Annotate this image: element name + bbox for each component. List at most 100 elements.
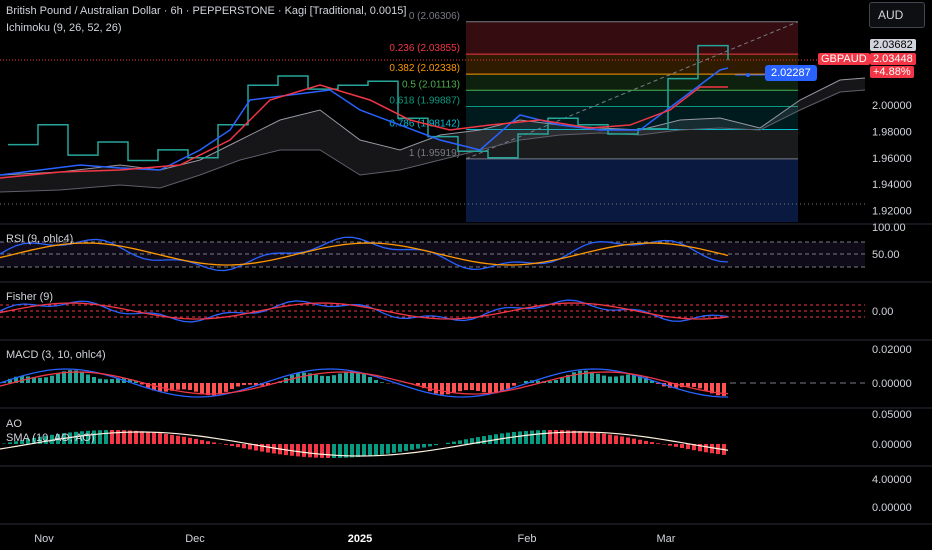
macd-histogram-bar bbox=[554, 380, 558, 383]
macd-histogram-bar bbox=[56, 373, 60, 383]
time-axis-label: Dec bbox=[185, 533, 205, 545]
macd-histogram-bar bbox=[8, 378, 12, 383]
time-axis-label: Mar bbox=[657, 533, 676, 545]
macd-histogram-bar bbox=[620, 375, 624, 383]
macd-histogram-bar bbox=[116, 378, 120, 383]
macd-tick-label: 0.02000 bbox=[872, 344, 912, 356]
ao-histogram-bar bbox=[200, 440, 204, 444]
ao-sma-legend[interactable]: SMA (10, AO, AO) bbox=[6, 432, 95, 444]
macd-histogram-bar bbox=[74, 370, 78, 383]
ao-histogram-bar bbox=[458, 440, 462, 444]
main-price-pane[interactable] bbox=[0, 44, 866, 205]
macd-histogram-bar bbox=[194, 383, 198, 392]
currency-unit-button[interactable]: AUD bbox=[869, 2, 925, 28]
macd-histogram-bar bbox=[44, 377, 48, 383]
ao-histogram-bar bbox=[566, 430, 570, 444]
macd-histogram-bar bbox=[668, 383, 672, 388]
ao-histogram-bar bbox=[326, 444, 330, 458]
ao-histogram-bar bbox=[680, 444, 684, 448]
macd-histogram-bar bbox=[422, 383, 426, 389]
extra-tick-label: 0.00000 bbox=[872, 502, 912, 514]
macd-histogram-bar bbox=[200, 383, 204, 394]
macd-histogram-bar bbox=[206, 383, 210, 396]
fib-zone bbox=[466, 90, 798, 107]
ao-histogram-bar bbox=[470, 438, 474, 444]
ao-histogram-bar bbox=[152, 432, 156, 444]
fib-level-label: 0.382 (2.02338) bbox=[389, 63, 460, 74]
macd-histogram-bar bbox=[650, 380, 654, 383]
macd-histogram-bar bbox=[140, 383, 144, 385]
ao-histogram-bar bbox=[296, 444, 300, 457]
macd-histogram-bar bbox=[608, 376, 612, 383]
macd-signal-line bbox=[0, 371, 729, 395]
macd-histogram-bar bbox=[314, 374, 318, 383]
crosshair-price-label[interactable]: 2.02287 bbox=[765, 65, 817, 81]
ao-histogram-bar bbox=[554, 430, 558, 444]
ao-histogram-bar bbox=[542, 430, 546, 444]
fib-extension-zone bbox=[466, 158, 798, 222]
ao-histogram-bar bbox=[392, 444, 396, 453]
fisher-legend[interactable]: Fisher (9) bbox=[6, 291, 54, 303]
fisher-line bbox=[0, 299, 729, 323]
macd-histogram-bar bbox=[14, 376, 18, 383]
time-axis-label: Nov bbox=[34, 533, 54, 545]
ao-histogram-bar bbox=[584, 431, 588, 444]
ao-histogram-bar bbox=[644, 440, 648, 444]
ao-histogram-bar bbox=[266, 444, 270, 453]
ao-histogram-bar bbox=[80, 431, 84, 444]
ao-histogram-bar bbox=[128, 430, 132, 444]
ao-histogram-bar bbox=[386, 444, 390, 454]
indicator-panes[interactable] bbox=[0, 223, 932, 525]
fib-zone bbox=[466, 21, 798, 55]
macd-histogram-bar bbox=[134, 381, 138, 383]
ao-histogram-bar bbox=[242, 444, 246, 449]
macd-histogram-bar bbox=[176, 383, 180, 390]
ao-histogram-bar bbox=[158, 433, 162, 444]
macd-histogram-bar bbox=[638, 375, 642, 383]
price-axis[interactable]: 2.00000 1.98000 1.96000 1.94000 1.92000 100.0… bbox=[34, 100, 912, 545]
ao-histogram-bar bbox=[260, 444, 264, 452]
macd-histogram-bar bbox=[458, 383, 462, 392]
ao-histogram-bar bbox=[698, 444, 702, 452]
ichimoku-legend[interactable]: Ichimoku (9, 26, 52, 26) bbox=[6, 22, 122, 34]
price-tick-label: 1.96000 bbox=[872, 153, 912, 165]
ao-tick-label: 0.00000 bbox=[872, 439, 912, 451]
macd-histogram-bar bbox=[248, 383, 252, 385]
ao-histogram-bar bbox=[164, 433, 168, 444]
macd-histogram-bar bbox=[164, 383, 168, 392]
macd-histogram-bar bbox=[308, 373, 312, 383]
ao-histogram-bar bbox=[620, 436, 624, 444]
macd-histogram-bar bbox=[260, 383, 264, 386]
macd-histogram-bar bbox=[302, 372, 306, 383]
macd-histogram-bar bbox=[626, 374, 630, 383]
ao-legend[interactable]: AO bbox=[6, 418, 22, 430]
macd-histogram-bar bbox=[338, 373, 342, 383]
price-tick-label: 1.94000 bbox=[872, 179, 912, 191]
ichimoku-cloud bbox=[0, 78, 865, 192]
macd-histogram-bar bbox=[62, 371, 66, 383]
ao-histogram-bar bbox=[710, 444, 714, 454]
macd-histogram-bar bbox=[494, 383, 498, 394]
macd-histogram-bar bbox=[488, 383, 492, 394]
macd-histogram-bar bbox=[182, 383, 186, 390]
ao-histogram-bar bbox=[206, 441, 210, 444]
macd-histogram-bar bbox=[434, 383, 438, 394]
ao-histogram-bar bbox=[482, 436, 486, 444]
macd-histogram-bar bbox=[98, 378, 102, 383]
macd-legend[interactable]: MACD (3, 10, ohlc4) bbox=[6, 349, 106, 361]
ao-histogram-bar bbox=[686, 444, 690, 450]
fib-level-label: 0 (2.06306) bbox=[409, 11, 460, 22]
rsi-legend[interactable]: RSI (9, ohlc4) bbox=[6, 233, 74, 245]
ao-histogram-bar bbox=[236, 444, 240, 448]
ao-histogram-bar bbox=[374, 444, 378, 456]
price-high-label: 2.03682 bbox=[870, 39, 916, 51]
ao-histogram-bar bbox=[668, 444, 672, 446]
ao-histogram-bar bbox=[608, 434, 612, 444]
macd-histogram-bar bbox=[26, 376, 30, 383]
ao-histogram-bar bbox=[704, 444, 708, 453]
ao-histogram-bar bbox=[314, 444, 318, 458]
ao-histogram-bar bbox=[182, 436, 186, 444]
macd-histogram-bar bbox=[590, 371, 594, 383]
fib-retracement[interactable]: 0 (2.06306) 0.236 (2.03855) 0.382 (2.02338… bbox=[389, 11, 799, 222]
